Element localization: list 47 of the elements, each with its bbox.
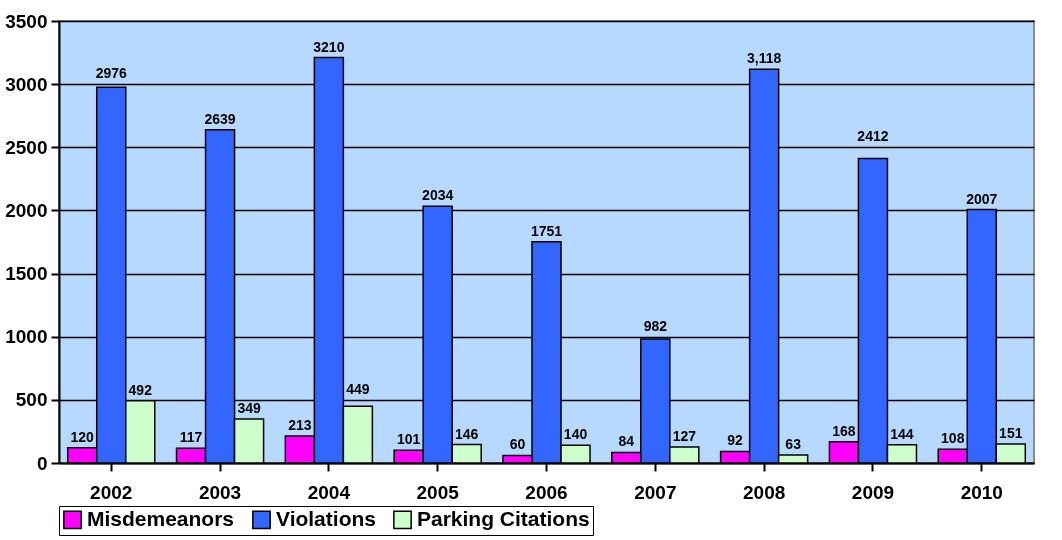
data-label: 120 bbox=[70, 428, 95, 445]
x-tick-label: 2008 bbox=[742, 481, 786, 503]
y-tick-label: 2000 bbox=[5, 199, 48, 221]
data-label: 2639 bbox=[204, 110, 236, 127]
data-label: 63 bbox=[785, 436, 802, 453]
y-tick-label: 2500 bbox=[5, 136, 48, 158]
data-label: 60 bbox=[509, 436, 526, 453]
y-tick-label: 0 bbox=[36, 452, 48, 474]
data-label: 84 bbox=[618, 433, 635, 450]
x-tick-label: 2007 bbox=[634, 481, 677, 503]
data-label: 127 bbox=[672, 427, 697, 444]
data-label: 2007 bbox=[966, 190, 998, 207]
y-tick-label: 1000 bbox=[5, 326, 48, 348]
legend-label: Violations bbox=[276, 506, 376, 530]
data-label: 2412 bbox=[857, 128, 889, 145]
y-tick-label: 1500 bbox=[5, 263, 48, 285]
x-tick-label: 2002 bbox=[90, 481, 133, 503]
y-tick-label: 3000 bbox=[5, 73, 48, 95]
data-label: 3210 bbox=[313, 38, 345, 55]
x-tick-label: 2003 bbox=[198, 481, 242, 503]
data-label: 117 bbox=[179, 429, 203, 446]
data-label: 168 bbox=[832, 422, 856, 439]
data-label: 982 bbox=[643, 317, 668, 334]
data-label: 2034 bbox=[422, 187, 454, 204]
data-label: 1751 bbox=[530, 222, 563, 239]
data-label: 101 bbox=[396, 431, 421, 448]
x-tick-label: 2010 bbox=[960, 481, 1003, 503]
y-tick-label: 3500 bbox=[5, 10, 48, 32]
data-label: 146 bbox=[455, 425, 479, 442]
legend-label: Misdemeanors bbox=[87, 506, 235, 530]
data-label: 92 bbox=[727, 432, 744, 449]
x-tick-label: 2005 bbox=[416, 481, 460, 503]
data-label: 492 bbox=[128, 381, 153, 398]
x-tick-label: 2004 bbox=[307, 481, 351, 503]
data-label: 151 bbox=[999, 424, 1023, 441]
data-label: 144 bbox=[890, 425, 914, 442]
data-label: 349 bbox=[237, 399, 261, 416]
x-tick-label: 2006 bbox=[525, 481, 568, 503]
x-tick-label: 2009 bbox=[851, 481, 895, 503]
data-label: 213 bbox=[288, 417, 312, 434]
data-label: 140 bbox=[563, 426, 588, 443]
data-label: 3,118 bbox=[747, 50, 782, 67]
data-label: 2976 bbox=[95, 65, 128, 82]
y-tick-label: 500 bbox=[15, 389, 48, 411]
data-label: 108 bbox=[941, 430, 965, 447]
data-label: 449 bbox=[346, 380, 370, 397]
legend-label: Parking Citations bbox=[417, 506, 590, 530]
